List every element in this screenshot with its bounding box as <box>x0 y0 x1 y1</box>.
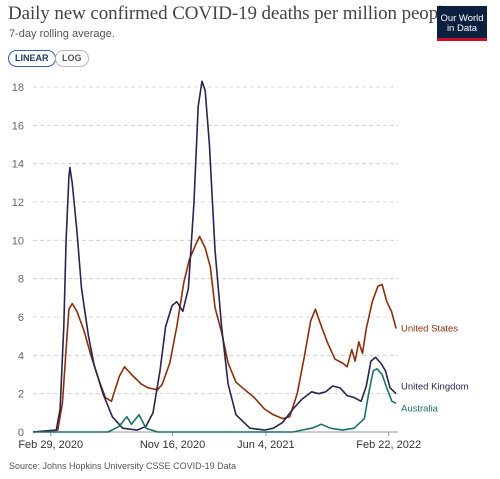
source-note: Source: Johns Hopkins University CSSE CO… <box>9 461 237 471</box>
chart-subtitle: 7-day rolling average. <box>9 28 115 40</box>
line-chart: 0 2 4 6 8 10 12 14 16 18 Feb 29, 2020 Nov 16, 2020 J… <box>12 80 469 451</box>
y-tick-label: 2 <box>18 389 24 401</box>
x-tick-label: Nov 16, 2020 <box>140 439 205 451</box>
y-tick-label: 6 <box>18 312 24 324</box>
x-tick-label: Feb 22, 2022 <box>356 439 421 451</box>
chart-title: Daily new confirmed COVID-19 deaths per … <box>8 3 452 24</box>
series-line-united-kingdom <box>32 80 397 433</box>
linear-scale-button[interactable]: LINEAR <box>8 50 56 67</box>
logo-line-2: in Data <box>446 22 478 34</box>
y-tick-label: 16 <box>12 120 24 132</box>
log-scale-button[interactable]: LOG <box>55 50 89 67</box>
y-tick-label: 18 <box>12 82 24 94</box>
y-tick-label: 12 <box>12 197 24 209</box>
y-tick-label: 8 <box>18 274 24 286</box>
x-tick-label: Jun 4, 2021 <box>237 439 295 451</box>
series-line-australia <box>33 368 397 433</box>
series-label-united-kingdom: United Kingdom <box>401 382 469 393</box>
owid-logo[interactable]: Our World in Data <box>437 6 487 41</box>
x-tick-label: Feb 29, 2020 <box>18 439 83 451</box>
y-tick-label: 14 <box>12 159 24 171</box>
series-label-united-states: United States <box>401 324 458 335</box>
series-label-australia: Australia <box>401 403 439 414</box>
y-tick-label: 4 <box>18 350 24 362</box>
logo-line-1: Our World <box>440 12 484 24</box>
y-tick-label: 10 <box>12 235 24 247</box>
y-tick-label: 0 <box>18 427 24 439</box>
